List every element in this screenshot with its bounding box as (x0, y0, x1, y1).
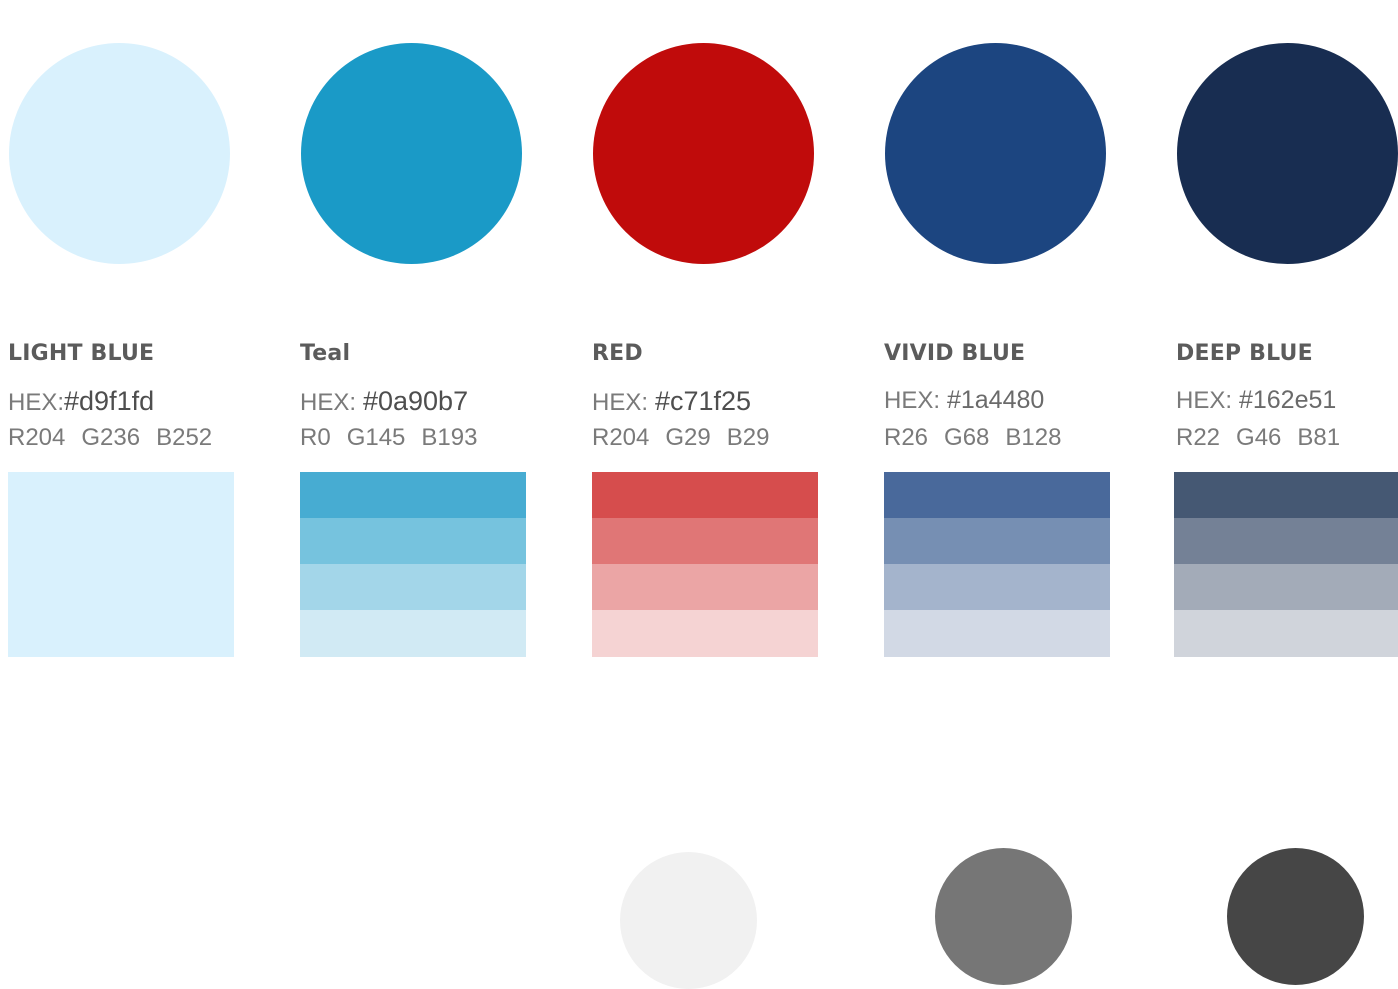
tint-row (1174, 610, 1398, 657)
rgb-r: R26 (884, 424, 929, 451)
hex-value-vivid-blue: #1a4480 (946, 386, 1045, 414)
tint-block-teal (300, 472, 526, 657)
tint-row (884, 610, 1110, 657)
rgb-line-deep-blue: R22 G46 B81 (1176, 424, 1356, 452)
tint-row (884, 564, 1110, 610)
tint-row (8, 564, 234, 610)
rgb-g: G236 (81, 424, 141, 451)
tint-row (8, 518, 234, 564)
swatch-deep-blue: DEEP BLUE HEX: #162e51 R22 G46 B81 (1174, 0, 1398, 660)
swatch-light-blue: LIGHT BLUE HEX:#d9f1fd R204 G236 B252 (8, 0, 234, 660)
hex-label: HEX: (300, 389, 357, 416)
tint-row (884, 518, 1110, 564)
neutral-circle-light-gray (620, 852, 757, 989)
hex-label: HEX: (8, 389, 65, 416)
hex-line-vivid-blue: HEX: #1a4480 (884, 386, 1044, 415)
tint-row (1174, 518, 1398, 564)
swatch-teal: Teal HEX: #0a90b7 R0 G145 B193 (300, 0, 526, 660)
tint-row (300, 610, 526, 657)
rgb-line-teal: R0 G145 B193 (300, 424, 493, 452)
tint-row (592, 610, 818, 657)
tint-row (592, 518, 818, 564)
color-name-teal: Teal (300, 341, 351, 366)
hex-line-light-blue: HEX:#d9f1fd (8, 386, 154, 417)
hex-value-deep-blue: #162e51 (1238, 386, 1337, 414)
color-circle-light-blue (9, 43, 230, 264)
tint-row (592, 472, 818, 518)
hex-label: HEX: (1176, 387, 1233, 414)
tint-row (300, 518, 526, 564)
color-circle-deep-blue (1177, 43, 1398, 264)
hex-line-teal: HEX: #0a90b7 (300, 386, 468, 417)
tint-block-vivid-blue (884, 472, 1110, 657)
color-name-vivid-blue: VIVID BLUE (884, 341, 1026, 366)
tint-row (300, 472, 526, 518)
color-name-red: RED (592, 341, 643, 366)
neutral-circle-medium-gray (935, 848, 1072, 985)
color-circle-red (593, 43, 814, 264)
color-name-deep-blue: DEEP BLUE (1176, 341, 1313, 366)
rgb-g: G46 (1236, 424, 1282, 451)
rgb-g: G29 (665, 424, 711, 451)
rgb-b: B29 (726, 424, 770, 451)
hex-line-deep-blue: HEX: #162e51 (1176, 386, 1336, 415)
rgb-r: R22 (1176, 424, 1221, 451)
rgb-r: R204 (592, 424, 650, 451)
tint-row (1174, 564, 1398, 610)
rgb-r: R204 (8, 424, 66, 451)
rgb-line-light-blue: R204 G236 B252 (8, 424, 228, 452)
tint-row (592, 564, 818, 610)
swatch-red: RED HEX: #c71f25 R204 G29 B29 (592, 0, 818, 660)
neutral-circle-dark-gray (1227, 848, 1364, 985)
rgb-g: G68 (944, 424, 990, 451)
hex-value-teal: #0a90b7 (362, 386, 469, 416)
tint-row (884, 472, 1110, 518)
color-circle-vivid-blue (885, 43, 1106, 264)
tint-row (8, 610, 234, 657)
rgb-g: G145 (346, 424, 406, 451)
tint-block-light-blue (8, 472, 234, 657)
color-circle-teal (301, 43, 522, 264)
color-name-light-blue: LIGHT BLUE (8, 341, 155, 366)
tint-row (300, 564, 526, 610)
hex-value-red: #c71f25 (654, 386, 752, 416)
rgb-r: R0 (300, 424, 331, 451)
tint-block-deep-blue (1174, 472, 1398, 657)
rgb-b: B128 (1005, 424, 1062, 451)
hex-label: HEX: (884, 387, 941, 414)
tint-row (8, 472, 234, 518)
hex-label: HEX: (592, 389, 649, 416)
rgb-b: B252 (156, 424, 213, 451)
tint-block-red (592, 472, 818, 657)
rgb-line-vivid-blue: R26 G68 B128 (884, 424, 1077, 452)
hex-value-light-blue: #d9f1fd (64, 386, 155, 416)
rgb-b: B193 (421, 424, 478, 451)
hex-line-red: HEX: #c71f25 (592, 386, 751, 417)
swatch-vivid-blue: VIVID BLUE HEX: #1a4480 R26 G68 B128 (884, 0, 1110, 660)
rgb-b: B81 (1297, 424, 1341, 451)
tint-row (1174, 472, 1398, 518)
rgb-line-red: R204 G29 B29 (592, 424, 785, 452)
